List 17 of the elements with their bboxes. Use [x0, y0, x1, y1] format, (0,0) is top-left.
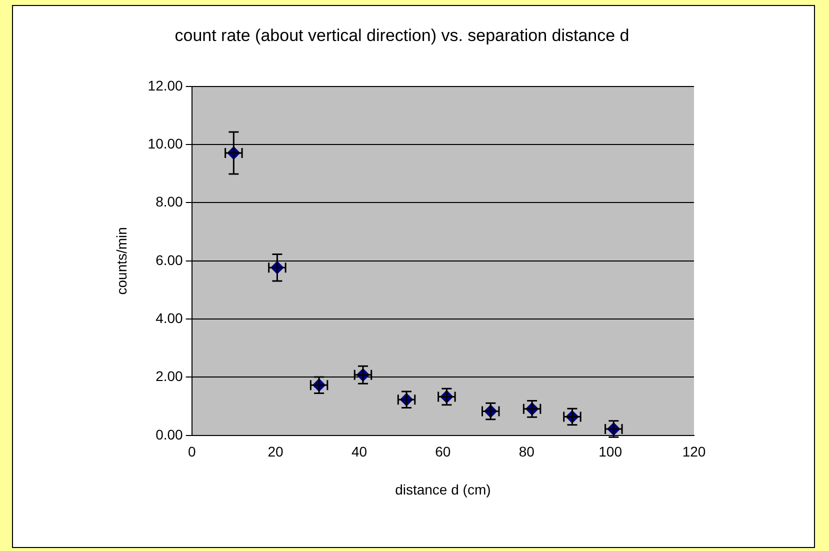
y-tick-label: 6.00 [156, 252, 184, 268]
y-tick-label: 0.00 [156, 426, 184, 442]
y-axis-title: counts/min [113, 227, 130, 295]
x-tick-label: 40 [351, 444, 368, 460]
x-tick-label: 20 [268, 444, 284, 460]
chart-title: count rate (about vertical direction) vs. separation distance d [174, 26, 630, 45]
y-tick-label: 8.00 [156, 194, 184, 210]
x-tick-label: 100 [598, 444, 622, 460]
x-tick-label: 80 [518, 444, 535, 460]
y-tick-label: 10.00 [148, 135, 184, 152]
x-tick-label: 120 [682, 444, 706, 460]
y-tick-label: 4.00 [156, 310, 184, 326]
x-tick-label: 0 [188, 444, 196, 460]
x-tick-label: 60 [435, 444, 451, 460]
y-tick-label: 12.00 [148, 77, 184, 94]
x-axis-title: distance d (cm) [395, 481, 491, 498]
y-tick-label: 2.00 [156, 368, 184, 384]
